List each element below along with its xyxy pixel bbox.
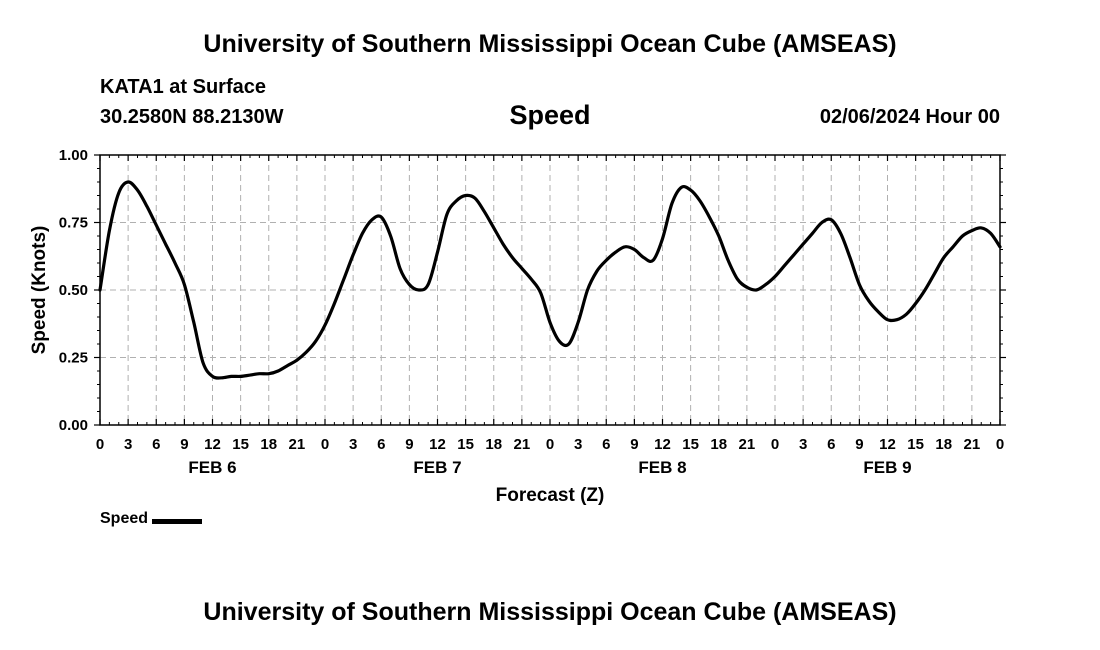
x-tick-label: 0: [546, 436, 554, 453]
x-tick-label: 9: [180, 436, 188, 453]
chart-header-title: University of Southern Mississippi Ocean…: [203, 30, 897, 58]
x-tick-label: 6: [602, 436, 610, 453]
y-tick-label: 0.50: [59, 282, 88, 299]
x-tick-label: 12: [204, 436, 221, 453]
x-tick-label: 12: [879, 436, 896, 453]
x-tick-label: 21: [289, 436, 306, 453]
x-tick-label: 21: [964, 436, 981, 453]
x-tick-label: 0: [996, 436, 1004, 453]
legend-line-swatch: [152, 518, 203, 524]
x-tick-label: 15: [907, 436, 924, 453]
forecast-datetime: 02/06/2024 Hour 00: [819, 106, 1000, 128]
day-label: FEB 8: [638, 458, 686, 477]
x-tick-label: 18: [485, 436, 502, 453]
chart-footer-title: University of Southern Mississippi Ocean…: [203, 598, 897, 626]
y-tick-label: 0.75: [59, 215, 88, 232]
speed-series-line: [98, 180, 1002, 380]
x-tick-label: 15: [232, 436, 249, 453]
x-tick-label: 21: [514, 436, 531, 453]
coordinates-label: 30.2580N 88.2130W: [100, 106, 284, 128]
x-tick-label: 21: [739, 436, 756, 453]
x-tick-label: 12: [429, 436, 446, 453]
y-tick-label: 0.00: [59, 417, 88, 434]
station-label: KATA1 at Surface: [100, 76, 266, 98]
x-tick-label: 9: [855, 436, 863, 453]
day-label: FEB 9: [863, 458, 911, 477]
x-tick-label: 15: [457, 436, 474, 453]
day-label: FEB 6: [188, 458, 236, 477]
x-tick-label: 9: [630, 436, 638, 453]
x-tick-label: 6: [377, 436, 385, 453]
x-tick-label: 12: [654, 436, 671, 453]
x-tick-label: 3: [574, 436, 582, 453]
x-tick-label: 0: [321, 436, 329, 453]
x-tick-label: 9: [405, 436, 413, 453]
x-tick-label: 6: [827, 436, 835, 453]
y-tick-label: 1.00: [59, 147, 88, 164]
x-tick-label: 0: [96, 436, 104, 453]
tick-labels: 0 3 6 9 12 15 18 21 0 3 6 9 12 15 18 21 0 3 6 9 12 15 18 21 0 3 6 9…: [59, 147, 1004, 477]
legend-label: Speed: [100, 510, 149, 527]
legend: Speed: [100, 510, 203, 528]
y-tick-label: 0.25: [59, 350, 88, 367]
day-label: FEB 7: [413, 458, 461, 477]
x-tick-label: 18: [935, 436, 952, 453]
x-tick-label: 3: [124, 436, 132, 453]
x-tick-label: 3: [349, 436, 357, 453]
x-tick-label: 18: [260, 436, 277, 453]
y-axis-label: Speed (Knots): [29, 226, 50, 355]
x-tick-label: 18: [710, 436, 727, 453]
x-tick-label: 15: [682, 436, 699, 453]
x-tick-label: 0: [771, 436, 779, 453]
variable-title: Speed: [509, 100, 591, 130]
x-axis-label: Forecast (Z): [496, 485, 605, 506]
x-tick-label: 6: [152, 436, 160, 453]
x-tick-label: 3: [799, 436, 807, 453]
grid-lines: [100, 155, 1000, 425]
